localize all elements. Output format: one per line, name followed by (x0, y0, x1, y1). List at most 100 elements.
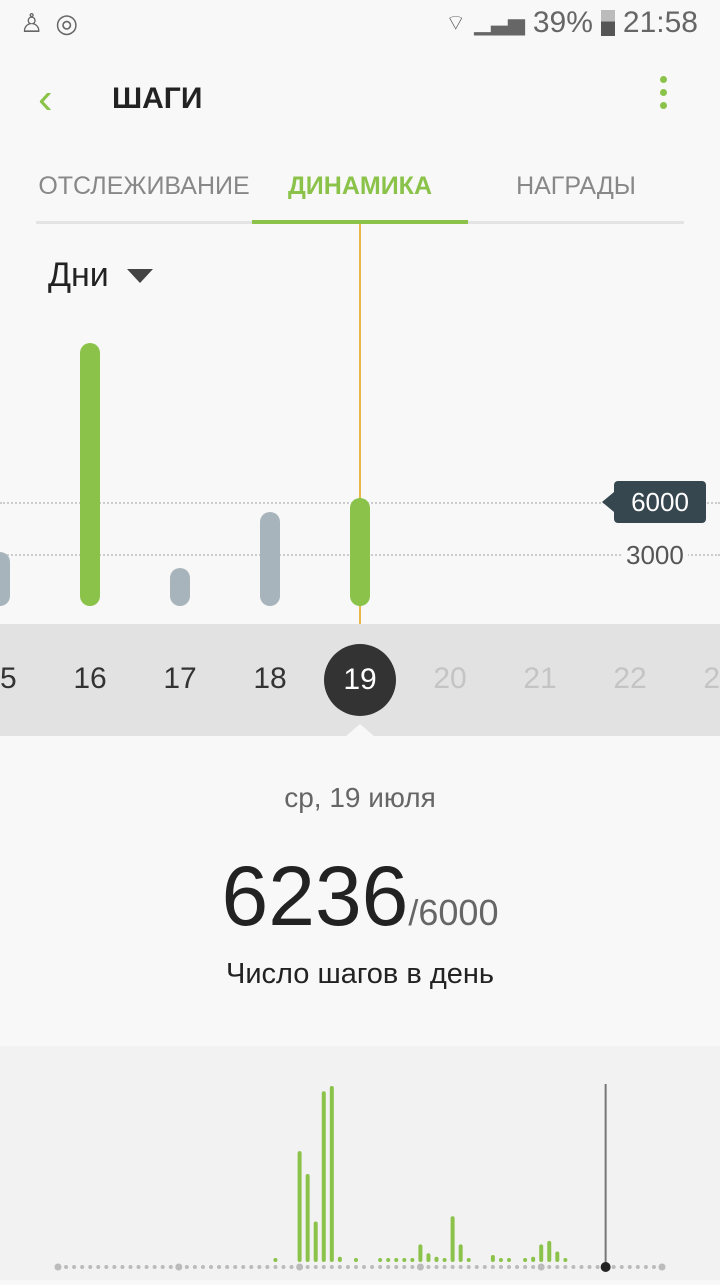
axis-dot (273, 1265, 278, 1269)
hourly-bar (458, 1244, 463, 1262)
selection-pointer (346, 724, 374, 736)
day-22[interactable]: 22 (613, 662, 647, 695)
axis-dot (595, 1265, 600, 1269)
hourly-bar (402, 1258, 407, 1262)
signal-icon: ▁▃▅ (474, 10, 525, 35)
axis-dot (523, 1265, 528, 1269)
hourly-bar (442, 1258, 447, 1262)
day-18[interactable]: 18 (253, 662, 287, 695)
steps-summary: 6236/6000 (0, 848, 720, 945)
hourly-bar (329, 1086, 334, 1262)
axis-dot (410, 1265, 415, 1269)
day-19[interactable]: 19 (324, 644, 396, 716)
hourly-bar (506, 1258, 511, 1262)
axis-dot (531, 1265, 536, 1269)
hourly-bar (321, 1091, 326, 1262)
axis-dot (88, 1265, 93, 1269)
axis-dot (611, 1265, 616, 1269)
axis-dot (217, 1265, 222, 1269)
axis-dot (619, 1265, 624, 1269)
day-bar-18[interactable] (260, 512, 280, 606)
axis-dot (281, 1265, 286, 1269)
axis-dot (555, 1265, 560, 1269)
axis-dot (305, 1265, 310, 1269)
day-selector[interactable]: 15 16 17 18 19 20 21 22 23 (0, 624, 720, 736)
axis-dot (571, 1265, 576, 1269)
axis-dot (547, 1265, 552, 1269)
axis-dot (241, 1265, 246, 1269)
axis-dot (579, 1265, 584, 1269)
hourly-bar (305, 1174, 310, 1262)
hourly-bar (539, 1244, 544, 1262)
hourly-bar (426, 1253, 431, 1262)
day-21[interactable]: 21 (523, 662, 557, 695)
wifi-icon: ⌔ (445, 10, 467, 35)
more-vert-icon[interactable] (660, 76, 668, 109)
axis-dot (658, 1263, 666, 1271)
hourly-bar (523, 1258, 528, 1262)
axis-dot (233, 1265, 238, 1269)
axis-dot (54, 1263, 62, 1271)
hourly-bar (394, 1258, 399, 1262)
axis-dot (490, 1265, 495, 1269)
day-16[interactable]: 16 (73, 662, 107, 695)
axis-dot (192, 1265, 197, 1269)
axis-dot (200, 1265, 205, 1269)
day-bar-19[interactable] (350, 497, 370, 606)
axis-dot (345, 1265, 350, 1269)
hourly-bar (273, 1258, 278, 1262)
axis-dot (378, 1265, 383, 1269)
axis-dot (563, 1265, 568, 1269)
axis-dot (442, 1265, 447, 1269)
day-23[interactable]: 23 (703, 662, 720, 695)
axis-dot (104, 1265, 109, 1269)
day-bar-15[interactable] (0, 552, 10, 606)
period-label: Дни (48, 256, 109, 294)
axis-dot (506, 1265, 511, 1269)
axis-dot (96, 1265, 101, 1269)
hourly-bar (547, 1240, 552, 1262)
axis-dot (80, 1265, 85, 1269)
axis-dot (289, 1265, 294, 1269)
axis-dot (257, 1265, 262, 1269)
axis-dot (466, 1265, 471, 1269)
clock: 21:58 (622, 6, 698, 39)
day-17[interactable]: 17 (163, 662, 197, 695)
axis-dot (313, 1265, 318, 1269)
axis-dot (152, 1265, 157, 1269)
hourly-chart (0, 1046, 720, 1280)
day-15[interactable]: 15 (0, 662, 17, 695)
hourly-bar (418, 1244, 423, 1262)
axis-dot (362, 1265, 367, 1269)
hourly-bar (498, 1258, 503, 1262)
hourly-bar (378, 1258, 383, 1262)
day-bar-16[interactable] (80, 342, 100, 606)
figure-icon: ♙ (20, 8, 44, 38)
hourly-bar (386, 1258, 391, 1262)
day-bar-17[interactable] (170, 567, 190, 606)
tab-trends[interactable]: ДИНАМИКА (252, 160, 468, 224)
tab-rewards[interactable]: НАГРАДЫ (516, 172, 636, 200)
axis-dot (337, 1265, 342, 1269)
hourly-bar (337, 1256, 342, 1262)
selected-date: ср, 19 июля (284, 782, 436, 813)
axis-dot (651, 1265, 656, 1269)
status-bar: ♙ ◎ ⌔ ▁▃▅ 39% 21:58 (0, 0, 720, 50)
selection-cursor (359, 224, 361, 624)
axis-dot (426, 1265, 431, 1269)
hourly-bar (297, 1151, 302, 1262)
axis-dot (160, 1265, 165, 1269)
tab-tracking[interactable]: ОТСЛЕЖИВАНИЕ (38, 172, 250, 200)
axis-dot (144, 1265, 149, 1269)
period-dropdown[interactable]: Дни (48, 256, 153, 295)
day-20[interactable]: 20 (433, 662, 467, 695)
axis-dot (458, 1265, 463, 1269)
axis-dot (474, 1265, 479, 1269)
battery-icon (600, 10, 615, 36)
steps-value: 6236 (221, 849, 409, 943)
axis-dot (64, 1265, 69, 1269)
axis-dot (249, 1265, 254, 1269)
goal-badge: 6000 (602, 481, 706, 523)
chevron-left-icon[interactable]: ‹ (38, 74, 53, 123)
hourly-bar (313, 1221, 318, 1262)
